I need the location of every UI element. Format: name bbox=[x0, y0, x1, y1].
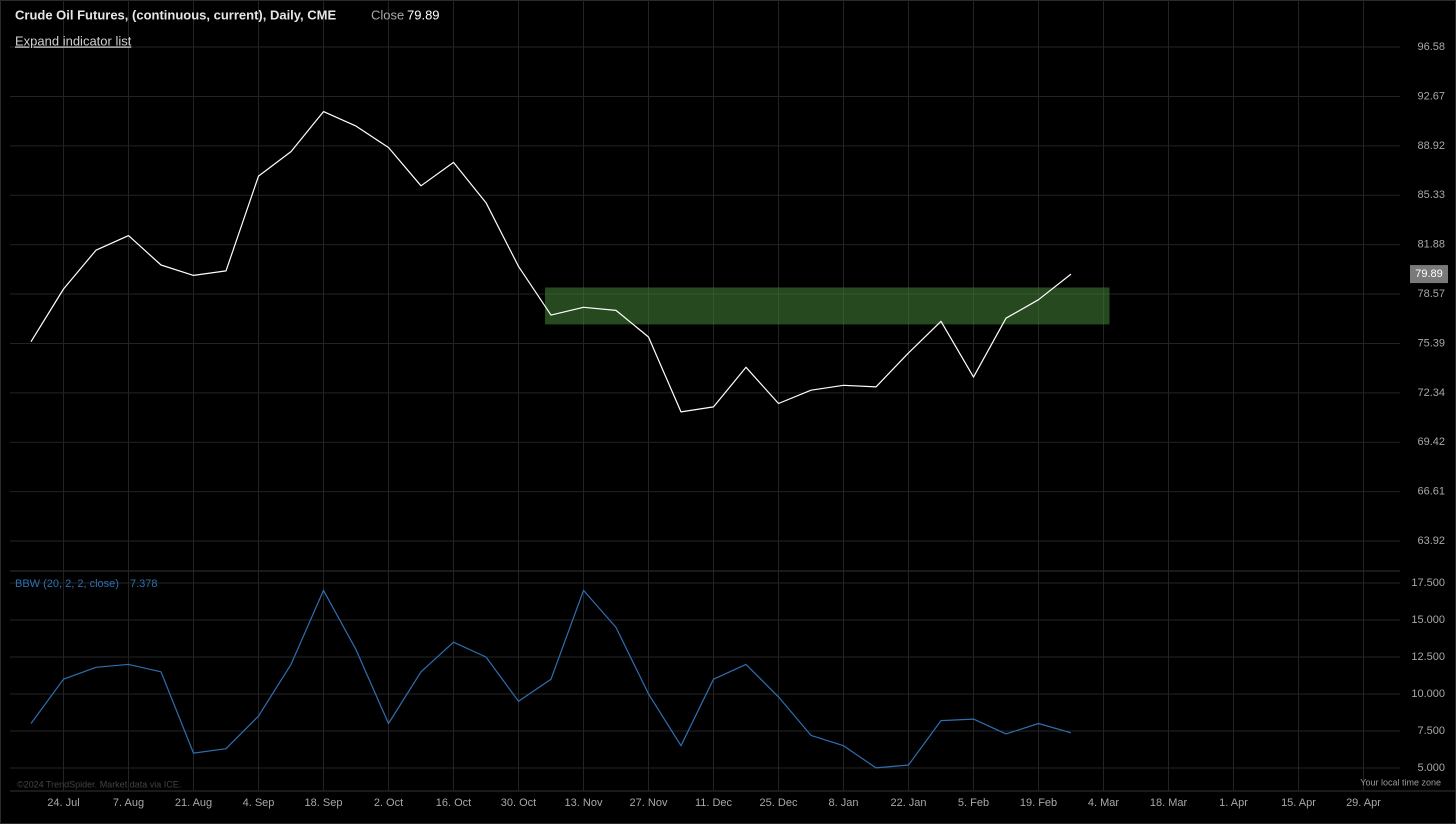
copyright: ©2024 TrendSpider. Market data via ICE. bbox=[17, 779, 181, 789]
x-tick-label: 11. Dec bbox=[695, 797, 733, 809]
y-tick-label: 7.500 bbox=[1417, 725, 1445, 737]
y-tick-label: 75.39 bbox=[1417, 337, 1445, 349]
y-tick-label: 81.88 bbox=[1417, 239, 1445, 251]
indicator-value: 7.378 bbox=[130, 578, 158, 590]
series-line bbox=[30, 589, 1072, 769]
y-tick-label: 88.92 bbox=[1417, 140, 1445, 152]
x-tick-label: 27. Nov bbox=[630, 797, 668, 809]
y-tick-label: 92.67 bbox=[1417, 90, 1445, 102]
x-tick-label: 25. Dec bbox=[760, 797, 798, 809]
y-tick-label: 63.92 bbox=[1417, 535, 1445, 547]
close-value: 79.89 bbox=[407, 7, 440, 22]
x-tick-label: 1. Apr bbox=[1219, 797, 1248, 809]
x-tick-label: 4. Sep bbox=[243, 797, 275, 809]
indicator-title: BBW (20, 2, 2, close) bbox=[15, 578, 119, 590]
marks-layer bbox=[30, 111, 1110, 769]
x-tick-label: 4. Mar bbox=[1088, 797, 1120, 809]
y-tick-label: 96.58 bbox=[1417, 41, 1445, 53]
x-tick-label: 19. Feb bbox=[1020, 797, 1057, 809]
x-tick-label: 16. Oct bbox=[436, 797, 471, 809]
y-tick-label: 85.33 bbox=[1417, 189, 1445, 201]
x-tick-label: 30. Oct bbox=[501, 797, 536, 809]
grid-layer bbox=[10, 0, 1400, 791]
x-tick-label: 7. Aug bbox=[113, 797, 144, 809]
x-tick-label: 2. Oct bbox=[374, 797, 403, 809]
close-label: Close bbox=[371, 7, 404, 22]
last-price-label: 79.89 bbox=[1415, 268, 1443, 280]
x-tick-label: 29. Apr bbox=[1346, 797, 1381, 809]
y-tick-label: 10.000 bbox=[1411, 688, 1445, 700]
series-line bbox=[30, 111, 1072, 413]
x-tick-label: 15. Apr bbox=[1281, 797, 1316, 809]
x-tick-label: 13. Nov bbox=[565, 797, 603, 809]
x-tick-label: 8. Jan bbox=[829, 797, 859, 809]
x-tick-label: 18. Sep bbox=[305, 797, 343, 809]
y-tick-label: 78.57 bbox=[1417, 288, 1445, 300]
y-tick-label: 69.42 bbox=[1417, 436, 1445, 448]
highlight-zone bbox=[545, 287, 1110, 325]
y-tick-label: 5.000 bbox=[1417, 762, 1445, 774]
y-tick-label: 17.500 bbox=[1411, 577, 1445, 589]
y-tick-label: 72.34 bbox=[1417, 387, 1445, 399]
y-tick-label: 15.000 bbox=[1411, 614, 1445, 626]
x-tick-label: 22. Jan bbox=[890, 797, 926, 809]
x-tick-label: 21. Aug bbox=[175, 797, 212, 809]
y-tick-label: 12.500 bbox=[1411, 651, 1445, 663]
x-tick-label: 5. Feb bbox=[958, 797, 989, 809]
x-tick-label: 18. Mar bbox=[1150, 797, 1188, 809]
chart-title: Crude Oil Futures, (continuous, current)… bbox=[15, 7, 337, 22]
last-price-box bbox=[1410, 265, 1448, 284]
timezone-label: Your local time zone bbox=[1360, 777, 1441, 787]
expand-indicator-button[interactable]: Expand indicator list bbox=[15, 33, 132, 48]
y-tick-label: 66.61 bbox=[1417, 486, 1445, 498]
x-tick-label: 24. Jul bbox=[47, 797, 79, 809]
